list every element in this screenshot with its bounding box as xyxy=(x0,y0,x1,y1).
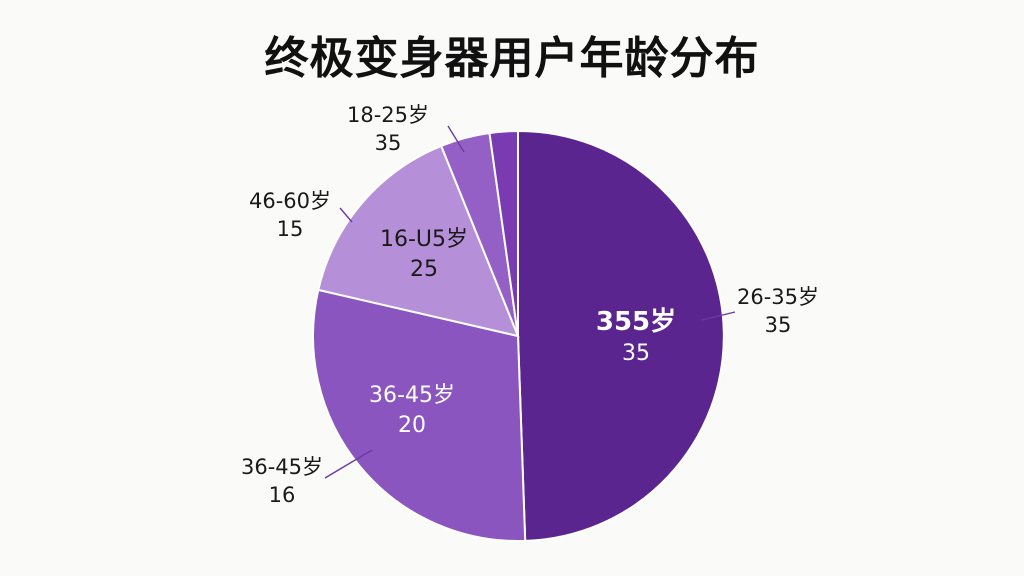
outer-label-value-0: 35 xyxy=(765,313,792,337)
inner-label-name-1: 36-45岁 xyxy=(369,383,455,408)
pie-slice-1 xyxy=(312,288,527,542)
inner-label-value-2: 25 xyxy=(410,257,438,282)
outer-label-value-3: 35 xyxy=(375,131,402,155)
outer-label-name-0: 26-35岁 xyxy=(737,285,819,309)
inner-label-value-0: 35 xyxy=(622,341,650,366)
outer-label-name-1: 36-45岁 xyxy=(241,455,323,479)
leader-line-1 xyxy=(324,449,373,479)
outer-label-name-3: 18-25岁 xyxy=(347,103,429,127)
chart-title: 终极变身器用户年龄分布 xyxy=(264,33,760,84)
inner-label-value-1: 20 xyxy=(398,413,426,438)
inner-label-name-2: 16-U5岁 xyxy=(380,227,468,252)
outer-label-value-2: 15 xyxy=(277,217,304,241)
pie-slice-4 xyxy=(488,129,519,337)
pie-slice-0 xyxy=(517,129,725,542)
leader-line-0 xyxy=(701,311,736,321)
pie-slice-2 xyxy=(317,144,520,338)
outer-label-name-2: 46-60岁 xyxy=(249,189,331,213)
inner-label-name-0: 355岁 xyxy=(596,306,676,337)
leader-line-2 xyxy=(339,207,353,223)
outer-label-value-1: 16 xyxy=(269,483,296,507)
leader-line-3 xyxy=(447,125,465,153)
